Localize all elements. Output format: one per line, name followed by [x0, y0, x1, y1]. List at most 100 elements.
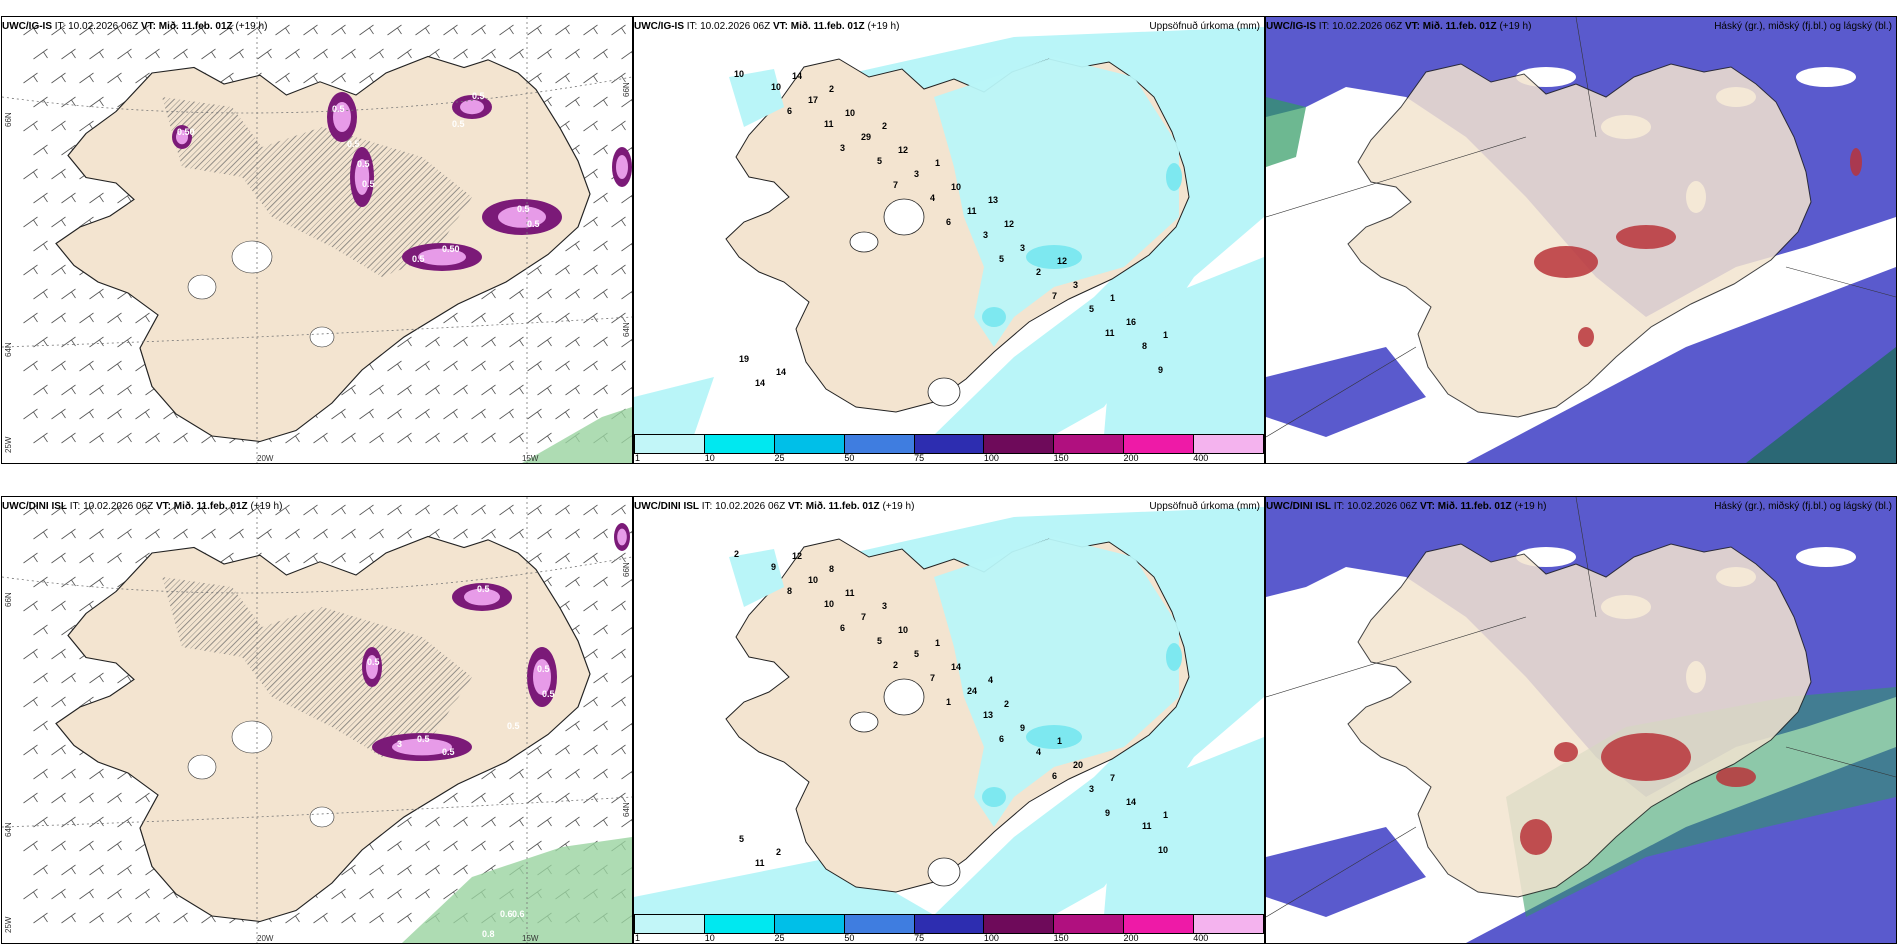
wind-value-label: 0.5 — [472, 91, 485, 101]
wind-barb — [89, 96, 104, 108]
wind-barb — [621, 723, 632, 732]
precip-map-bottom: 2862166910910571343111110752492014512111… — [634, 497, 1264, 915]
wind-barb — [135, 888, 150, 900]
wind-barb — [565, 96, 580, 108]
wind-barb — [89, 288, 104, 300]
wind-barb — [369, 48, 384, 60]
precip-panel-bottom: 2 8 6 2 1 6 6 9 10 9 10 5 7 13 4 3 11 11 10 7 5 24 9 20 14 5 12 11 1… — [633, 496, 1265, 944]
wind-barb — [341, 864, 356, 876]
wind-barb — [331, 72, 346, 84]
high-cloud-area — [1520, 819, 1552, 855]
glacier-patch — [309, 326, 335, 348]
wind-barb — [471, 312, 486, 324]
wind-barb — [107, 360, 122, 372]
wind-barb — [453, 528, 468, 540]
colorbar-tick-label: 50 — [844, 933, 855, 943]
wind-barb — [611, 792, 626, 804]
wind-barb — [61, 384, 76, 396]
wind-barb — [51, 744, 66, 756]
model-name: UWC/DINI ISL — [2, 501, 67, 512]
wind-barb — [107, 888, 122, 900]
it-value: 10.02.2026 06Z — [68, 21, 139, 32]
precip-value-label: 7 — [1052, 291, 1057, 301]
precip-value-label: 6 — [1052, 771, 1057, 781]
wind-barb — [359, 408, 374, 420]
wind-value-label: 0.5 — [517, 204, 530, 214]
wind-barb — [443, 408, 458, 420]
mid-cloud-area — [1266, 97, 1306, 167]
wind-barb — [23, 696, 38, 708]
precip-value-label: 9 — [771, 562, 776, 572]
precip-value-label: 12 — [1004, 219, 1014, 229]
wind-barb — [33, 96, 48, 108]
wind-barb — [593, 192, 608, 204]
wind-barb — [509, 528, 524, 540]
lon-label: 25W — [4, 436, 13, 453]
vt-label: VT: — [787, 501, 803, 512]
precip-value-label: 19 — [739, 354, 749, 364]
precip-value-label: 1 — [1057, 736, 1062, 746]
colorbar-tick-label: 400 — [1193, 933, 1209, 943]
wind-panel-bottom: 66N 64N 25W 20W 15W 66N 64N 0.5 0.5 0.5 0.5 0.5 0.5 0… — [1, 496, 633, 944]
colorbar-swatch — [1124, 915, 1195, 933]
precip-blob-core — [533, 659, 551, 695]
wind-barb — [341, 48, 356, 60]
wind-barb — [593, 144, 608, 156]
wind-barb — [499, 792, 514, 804]
wind-barb — [555, 264, 570, 276]
wind-barb — [481, 288, 496, 300]
high-cloud-area — [1616, 225, 1676, 249]
wind-barb — [173, 432, 188, 444]
colorbar-tick-label: 10 — [704, 453, 715, 463]
low-cloud-area — [1266, 827, 1426, 917]
it-value: 10.02.2026 06Z — [1347, 501, 1418, 512]
wind-barb — [135, 312, 150, 324]
wind-barb — [79, 24, 94, 36]
wind-value-label: 0.5 — [362, 179, 375, 189]
wind-barb — [303, 24, 318, 36]
wind-barb — [387, 840, 402, 852]
wind-barb — [593, 48, 608, 60]
wind-barb — [415, 408, 430, 420]
wind-barb — [583, 648, 598, 660]
wind-barb — [51, 696, 66, 708]
wind-barb — [499, 312, 514, 324]
colorbar-swatch — [704, 435, 775, 453]
glacier-patch — [231, 720, 273, 754]
wind-barb — [331, 24, 346, 36]
precip-value-label: 6 — [787, 106, 792, 116]
precip-value-label: 14 — [755, 378, 765, 388]
colorbar-swatch — [844, 435, 915, 453]
wind-map-top: 66N 64N 25W 20W 15W 66N 64N 0.5 0.5 0.5 0.5 0.50 0.5… — [2, 17, 632, 463]
wind-barb — [135, 504, 150, 516]
wind-barb — [33, 240, 48, 252]
wind-barb — [257, 528, 272, 540]
it-value: 10.02.2026 06Z — [83, 501, 154, 512]
glacier-patch — [231, 240, 273, 274]
precip-core — [1026, 725, 1082, 749]
wind-barb — [163, 24, 178, 36]
precip-value-label: 3 — [1073, 280, 1078, 290]
lon-label: 20W — [257, 934, 274, 943]
wind-barb — [51, 792, 66, 804]
precip-land-field — [934, 57, 1179, 347]
wind-barb — [79, 840, 94, 852]
wind-barb — [611, 120, 626, 132]
wind-barb — [61, 336, 76, 348]
wind-barb — [397, 432, 412, 444]
model-name: UWC/IG-IS — [2, 21, 52, 32]
colorbar-tick-label: 150 — [1053, 933, 1069, 943]
it-label: IT: — [1333, 501, 1345, 512]
precip-value-label: 5 — [1089, 304, 1094, 314]
wind-barb — [23, 504, 38, 516]
wind-barb — [285, 528, 300, 540]
glacier-patch — [927, 377, 961, 407]
wind-barb — [621, 195, 632, 204]
graticule — [1785, 266, 1896, 298]
wind-barb — [537, 768, 552, 780]
colorbar-tick-label: 150 — [1053, 453, 1069, 463]
wind-barb — [611, 696, 626, 708]
wind-barb — [145, 528, 160, 540]
vt-label: VT: — [1404, 21, 1420, 32]
wind-barb — [537, 816, 552, 828]
